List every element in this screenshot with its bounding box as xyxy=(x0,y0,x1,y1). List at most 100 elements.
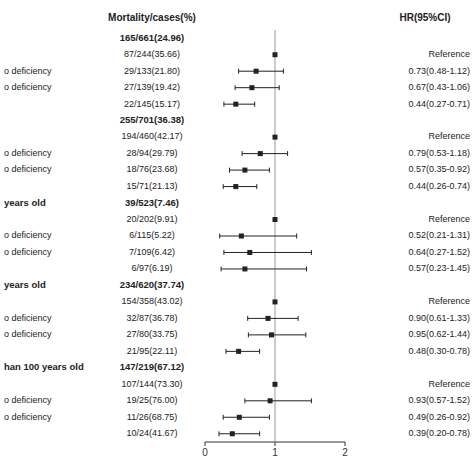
ci-cap xyxy=(287,151,288,156)
hr-point xyxy=(242,168,247,173)
mortality: 22/145(15.17) xyxy=(124,99,180,109)
hr-point xyxy=(254,69,259,74)
row-label: o deficiency xyxy=(4,395,52,405)
hr-point xyxy=(273,217,278,222)
ci-cap xyxy=(221,266,222,271)
ci-cap xyxy=(283,69,284,74)
ci-line xyxy=(248,334,305,335)
ci-line xyxy=(230,170,270,171)
ci-cap xyxy=(242,151,243,156)
row-label: o deficiency xyxy=(4,247,52,257)
mortality: 6/115(5.22) xyxy=(129,230,174,240)
hr-point xyxy=(233,184,238,189)
hr-point xyxy=(236,349,241,354)
mortality: 15/71(21.13) xyxy=(126,181,177,191)
hr-label: Reference xyxy=(428,379,470,389)
ci-cap xyxy=(296,234,297,239)
mortality: 39/523(7.46) xyxy=(125,197,179,208)
ci-cap xyxy=(298,316,299,321)
hr-point xyxy=(239,234,244,239)
row-texts: 165/661(24.96)87/244(35.66)Referenceo de… xyxy=(4,32,470,438)
ci-cap xyxy=(223,250,224,255)
ci-cap xyxy=(219,234,220,239)
hr-point xyxy=(247,250,252,255)
hr-point xyxy=(230,431,235,436)
hr-label: 0.90(0.61-1.33) xyxy=(408,313,470,323)
hr-point xyxy=(266,316,271,321)
mortality: 6/97(6.19) xyxy=(131,263,172,273)
hr-label: Reference xyxy=(428,49,470,59)
ci-cap xyxy=(247,316,248,321)
hr-label: 0.52(0.21-1.31) xyxy=(408,230,470,240)
mortality: 165/661(24.96) xyxy=(120,32,184,43)
hr-label: Reference xyxy=(428,296,470,306)
hr-label: 0.48(0.30-0.78) xyxy=(408,346,470,356)
tick xyxy=(345,442,346,446)
hr-point xyxy=(249,85,254,90)
hr-point xyxy=(233,102,238,107)
hr-label: 0.44(0.27-0.71) xyxy=(408,99,470,109)
ci-cap xyxy=(311,398,312,403)
row-label: o deficiency xyxy=(4,329,52,339)
row-label: o deficiency xyxy=(4,230,52,240)
row-label: years old xyxy=(4,279,46,290)
ci-cap xyxy=(248,332,249,337)
hr-label: Reference xyxy=(428,214,470,224)
x-axis: 012 xyxy=(202,442,348,458)
mortality: 19/25(76.00) xyxy=(126,395,177,405)
mortality: 194/460(42.17) xyxy=(121,131,182,141)
mortality: 11/26(68.75) xyxy=(127,412,177,422)
hr-point xyxy=(273,135,278,140)
row-label: o deficiency xyxy=(4,148,52,158)
ci-cap xyxy=(254,102,255,107)
ci-cap xyxy=(223,102,224,107)
mortality: 28/94(29.79) xyxy=(126,148,177,158)
tick xyxy=(205,442,206,446)
ci-line xyxy=(224,252,312,253)
ci-cap xyxy=(256,184,257,189)
hr-label: 0.57(0.23-1.45) xyxy=(408,263,470,273)
hr-point xyxy=(273,299,278,304)
ci-line xyxy=(242,153,288,154)
mortality: 7/109(6.42) xyxy=(129,247,175,257)
hr-label: 0.39(0.20-0.78) xyxy=(408,428,470,438)
ci-cap xyxy=(219,431,220,436)
mortality: 32/87(36.78) xyxy=(126,313,177,323)
ci-cap xyxy=(244,398,245,403)
row-label: years old xyxy=(4,197,46,208)
mortality: 27/80(33.75) xyxy=(126,329,177,339)
ci-cap xyxy=(223,415,224,420)
row-label: o deficiency xyxy=(4,412,52,422)
hr-label: 0.57(0.35-0.92) xyxy=(408,164,470,174)
hr-label: 0.49(0.26-0.92) xyxy=(408,412,470,422)
ci-line xyxy=(235,87,279,88)
hr-label: 0.64(0.27-1.52) xyxy=(408,247,470,257)
mortality: 29/133(21.80) xyxy=(124,66,180,76)
hr-point xyxy=(237,415,242,420)
mortality: 154/358(43.02) xyxy=(121,296,182,306)
hr-point xyxy=(258,151,263,156)
ci-line xyxy=(220,236,297,237)
ci-line xyxy=(226,351,260,352)
ci-line xyxy=(219,433,260,434)
ci-cap xyxy=(259,431,260,436)
column-header: Mortality/cases(%) xyxy=(108,12,196,23)
ci-cap xyxy=(259,349,260,354)
ci-cap xyxy=(229,168,230,173)
row-label: o deficiency xyxy=(4,82,52,92)
mortality: 20/202(9.91) xyxy=(126,214,177,224)
ci-cap xyxy=(305,332,306,337)
mortality: 255/701(36.38) xyxy=(120,114,184,125)
hr-label: 0.79(0.53-1.18) xyxy=(408,148,470,158)
ci-cap xyxy=(306,266,307,271)
tick xyxy=(275,442,276,446)
ci-line xyxy=(245,400,312,401)
mortality: 107/144(73.30) xyxy=(121,379,182,389)
hr-label: 0.95(0.62-1.44) xyxy=(408,329,470,339)
marks xyxy=(219,30,311,442)
hr-point xyxy=(242,266,247,271)
mortality: 147/219(67.12) xyxy=(120,361,184,372)
tick-label: 2 xyxy=(342,447,348,458)
ci-cap xyxy=(226,349,227,354)
tick-label: 0 xyxy=(202,447,208,458)
